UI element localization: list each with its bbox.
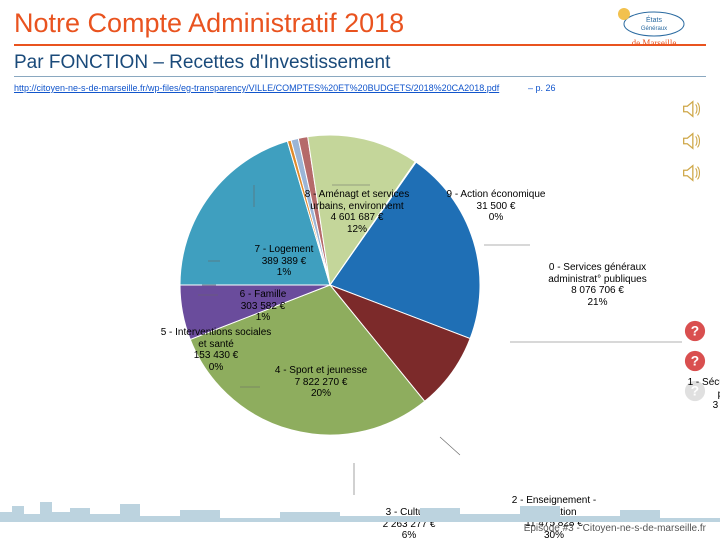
source-link[interactable]: http://citoyen-ne-s-de-marseille.fr/wp-f… (14, 83, 499, 93)
speaker-icon (680, 130, 702, 152)
source-page: – p. 26 (528, 83, 556, 93)
skyline-decor (0, 494, 720, 522)
speaker-icon (680, 162, 702, 184)
slice-label-s7: 7 - Logement389 389 €1% (240, 244, 328, 279)
title-text: Notre Compte Administratif 2018 (14, 8, 404, 38)
logo-marseille: États Généraux de Marseille (606, 6, 702, 66)
slice-label-s4: 4 - Sport et jeunesse7 822 270 €20% (266, 365, 376, 400)
svg-text:États: États (646, 15, 662, 24)
svg-text:?: ? (691, 354, 699, 369)
slice-label-s0: 0 - Services généraux administrat° publi… (530, 262, 665, 308)
svg-text:Généraux: Généraux (641, 26, 667, 32)
slice-label-s9: 9 - Action économique31 500 €0% (436, 189, 556, 224)
page-title: Notre Compte Administratif 2018 (14, 8, 404, 39)
page-subtitle: Par FONCTION – Recettes d'Investissement (14, 52, 390, 74)
help-icon[interactable]: ? (684, 350, 706, 372)
svg-text:de Marseille: de Marseille (632, 38, 677, 48)
slice-label-s8: 8 - Aménagt et services urbains, environ… (292, 189, 422, 235)
pie-svg (160, 115, 500, 455)
footer-text: Episode #3 - Citoyen-ne-s-de-marseille.f… (524, 523, 706, 534)
subtitle-underline (14, 76, 706, 77)
svg-text:?: ? (691, 324, 699, 339)
slice-label-s6: 6 - Famille303 582 €1% (222, 289, 304, 324)
slice-label-s1: 1 - Sécurité et salubrité publiques3 185… (684, 377, 720, 423)
slice-label-s5: 5 - Interventions sociales et santé153 4… (156, 327, 276, 373)
pie-chart (160, 115, 500, 455)
speaker-icon (680, 98, 702, 120)
title-underline (14, 44, 706, 46)
help-icon[interactable]: ? (684, 320, 706, 342)
